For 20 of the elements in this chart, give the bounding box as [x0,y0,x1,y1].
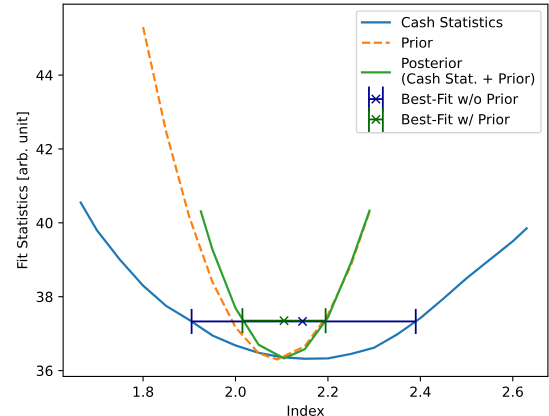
legend-label: Best-Fit w/o Prior [402,93,518,106]
y-axis-title: Fit Statistics [arb. unit] [16,112,30,268]
line-series [80,201,528,360]
line-series [142,26,371,361]
legend-label: Best-Fit w/ Prior [402,114,510,126]
y-tick-label: 38 [36,292,52,302]
y-tick-label: 42 [36,144,52,154]
legend-label: Cash Statistics [402,16,502,28]
x-tick-label: 2.4 [410,386,431,397]
x-tick-label: 1.8 [134,386,154,397]
x-axis-title: Index [288,405,324,416]
x-tick-label: 2.2 [318,386,338,397]
line-series [200,210,371,360]
y-tick-label: 40 [36,218,52,228]
legend-label: Prior [402,37,433,48]
x-tick-label: 2.0 [225,386,246,397]
legend-label: Posterior (Cash Stat. + Prior) [402,57,534,86]
y-tick-label: 36 [36,366,53,376]
y-tick-label: 44 [36,70,53,80]
x-tick-label: 2.6 [502,386,523,397]
